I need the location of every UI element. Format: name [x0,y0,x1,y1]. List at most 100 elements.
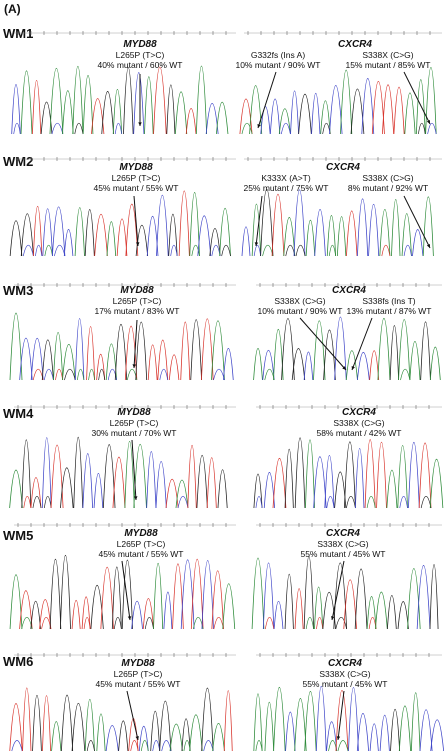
chromatogram-peak-C [131,601,143,630]
chromatogram-peak-T [343,579,357,630]
chromatogram-peak-T [96,354,106,381]
left-gene-label: MYD88 [121,658,155,669]
cxcr4-chromatogram-wm5 [251,523,442,630]
chromatogram-peak-C [361,78,375,135]
chromatogram-peak-G [253,473,263,509]
chromatogram-peak-T [100,566,114,630]
chromatogram-peak-C [262,349,275,381]
chromatogram-peak-A [264,701,275,752]
chromatogram-peak-A [305,439,315,509]
chromatogram-peak-A [255,740,263,752]
chromatogram-peak-C [241,226,251,257]
chromatogram-peak-C [262,562,275,630]
chromatogram-peak-C [399,495,408,509]
chromatogram-peak-A [140,740,149,752]
right-annotation-1: G332fs (Ins A) 10% mutant / 90% WT [235,50,321,70]
chromatogram-peak-A [313,320,326,381]
chromatogram-peak-C [205,102,219,135]
mutation-arrowhead [257,124,261,128]
chromatogram-peak-G [221,244,231,257]
chromatogram-peak-G [113,616,122,630]
chromatogram-peak-A [328,244,336,257]
chromatogram-peak-C [253,244,262,257]
chromatogram-peak-G [30,601,41,630]
chromatogram-peak-A [429,458,444,509]
mutation-arrowhead [426,244,430,248]
chromatogram-peak-A [212,723,225,752]
chromatogram-peak-A [62,344,76,381]
chromatogram-peak-T [33,205,43,257]
chromatogram-peak-A [211,320,225,381]
chromatogram-peak-A [241,122,253,135]
chromatogram-peak-T [187,444,197,509]
chromatogram-peak-A [377,318,391,381]
chromatogram-peak-T [112,456,126,509]
chromatogram-peak-T [130,740,139,752]
chromatogram-peak-C [159,368,169,381]
chromatogram-peak-C [74,318,85,381]
left-gene-label: MYD88 [117,407,151,418]
chromatogram-peak-A [169,723,183,752]
chromatogram-peak-T [168,354,180,381]
left-annotation: L265P (T>C) 30% mutant / 70% WT [91,418,177,438]
chromatogram-peak-T [201,318,214,381]
chromatogram-peak-C [303,351,314,381]
chromatogram-peak-A [326,215,337,257]
chromatogram-peak-G [32,695,42,752]
mutation-arrow [351,317,373,371]
chromatogram-peak-A [345,350,358,381]
chromatogram-peak-T [185,108,197,135]
chromatogram-peak-T [190,558,204,630]
mutation-arrowhead [135,736,139,740]
cxcr4-chromatogram-wm2 [241,157,442,257]
chromatogram-peak-A [251,203,262,257]
chromatogram-peak-T [180,321,191,381]
chromatogram-peak-G [60,467,74,509]
chromatogram-peak-A [44,244,53,257]
chromatogram-peak-T [418,442,432,509]
chromatogram-peak-C [54,244,66,257]
chromatogram-peak-G [429,564,439,630]
chromatogram-peak-A [9,574,23,630]
chromatogram-peak-C [11,740,23,752]
chromatogram-peak-A [9,469,23,509]
chromatogram-peak-A [253,693,263,752]
chromatogram-peak-T [264,616,275,630]
chromatogram-peak-C [13,122,21,135]
right-annotation-2: S338fs (Ins T) 13% mutant / 87% WT [346,296,432,316]
chromatogram-peak-A [400,368,411,381]
chromatogram-peak-G [9,220,23,257]
chromatogram-peak-A [320,100,331,135]
chromatogram-peak-T [30,477,42,509]
chromatogram-peak-C [369,723,379,752]
chromatogram-peak-G [217,469,228,509]
chromatogram-peak-A [304,691,317,752]
chromatogram-peak-T [94,214,108,257]
chromatogram-peak-T [22,687,32,752]
chromatogram-peak-A [366,596,377,630]
chromatogram-peak-T [39,599,52,630]
chromatogram-peak-A [124,441,135,509]
chromatogram-peak-G [284,574,294,630]
chromatogram-peak-A [77,368,85,381]
right-annotation-2: S338X (C>G) 8% mutant / 92% WT [347,173,429,193]
chromatogram-peak-C [114,122,123,135]
mutation-arrow [133,319,138,369]
chromatogram-peak-C [201,560,214,630]
chromatogram-peak-C [334,316,347,381]
mutation-arrow [299,317,347,371]
chromatogram-peak-C [403,244,412,257]
chromatogram-peak-G [71,702,86,752]
chromatogram-peak-A [425,66,437,135]
chromatogram-peak-C [285,711,296,752]
mutation-arrow [121,560,131,621]
chromatogram-peak-C [430,719,444,752]
chromatogram-peak-C [356,352,370,381]
chromatogram-peak-A [340,69,353,135]
chromatogram-peak-T [86,326,96,381]
chromatogram-peak-A [278,108,291,135]
chromatogram-peak-T [271,193,285,257]
chromatogram-peak-A [404,92,416,135]
chromatogram-peak-A [153,562,164,630]
